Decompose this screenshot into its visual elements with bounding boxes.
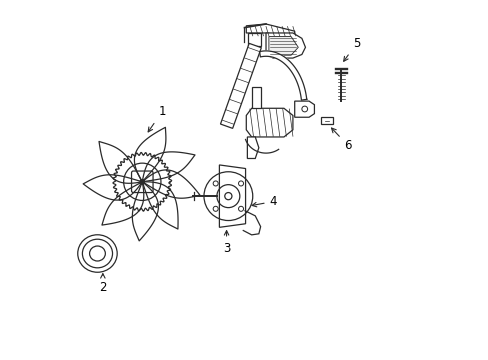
Text: 3: 3 [223, 231, 230, 255]
Text: 2: 2 [99, 274, 106, 294]
Text: 4: 4 [251, 195, 277, 208]
Polygon shape [220, 43, 261, 129]
Text: 1: 1 [148, 105, 165, 132]
Text: 5: 5 [343, 37, 359, 61]
Text: 6: 6 [331, 128, 351, 152]
Polygon shape [259, 51, 306, 100]
Polygon shape [246, 108, 292, 137]
Polygon shape [321, 117, 332, 125]
Polygon shape [246, 24, 294, 37]
Circle shape [224, 193, 231, 200]
Circle shape [140, 180, 144, 184]
Polygon shape [247, 33, 260, 45]
Polygon shape [265, 33, 305, 58]
Polygon shape [251, 87, 260, 108]
Polygon shape [247, 137, 258, 158]
Polygon shape [294, 101, 314, 117]
Polygon shape [268, 37, 298, 55]
